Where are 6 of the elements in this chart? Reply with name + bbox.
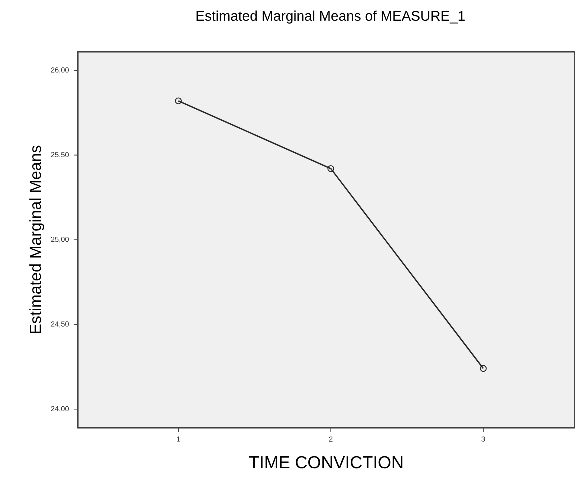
- point: [175, 98, 182, 105]
- point: [328, 165, 334, 172]
- x-axis-title: TIME CONVICTION: [249, 456, 403, 469]
- point: [480, 365, 487, 372]
- y-axis-title: Estimated Marginal Means: [30, 146, 44, 334]
- chart-title: Estimated Marginal Means of MEASURE_1: [196, 10, 465, 24]
